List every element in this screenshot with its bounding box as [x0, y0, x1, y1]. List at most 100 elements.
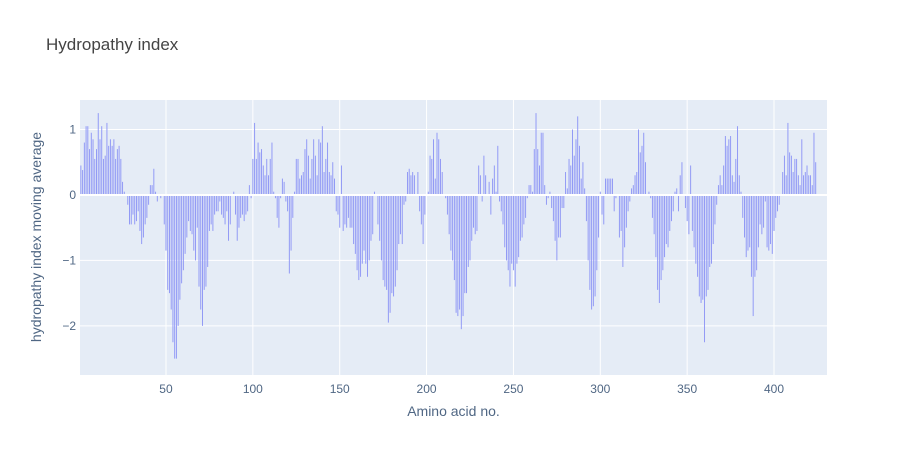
- bar: [102, 158, 104, 195]
- bar: [585, 194, 587, 222]
- bar: [335, 194, 337, 212]
- x-tick-label: 50: [159, 382, 173, 396]
- bars: [80, 113, 817, 359]
- bar: [507, 194, 509, 271]
- bar: [697, 194, 699, 277]
- chart-title: Hydropathy index: [46, 35, 179, 54]
- bar: [373, 191, 375, 195]
- bar: [441, 172, 443, 195]
- bar: [250, 194, 252, 199]
- bar: [134, 194, 136, 225]
- bar: [478, 165, 480, 195]
- bar: [759, 194, 761, 225]
- bar: [785, 175, 787, 195]
- bar: [704, 194, 706, 343]
- bar: [434, 178, 436, 195]
- bar: [80, 165, 82, 195]
- bar: [406, 172, 408, 195]
- bar: [346, 194, 348, 228]
- bar: [797, 175, 799, 195]
- bar: [101, 126, 103, 195]
- bar: [208, 194, 210, 231]
- bar: [394, 194, 396, 287]
- bar: [808, 175, 810, 195]
- bar: [714, 194, 716, 225]
- bar: [304, 149, 306, 195]
- bar: [254, 122, 256, 195]
- bar: [212, 194, 214, 231]
- bar: [233, 191, 235, 195]
- bar: [257, 142, 259, 195]
- bar: [606, 178, 608, 195]
- bar: [525, 194, 527, 218]
- bar: [676, 188, 678, 195]
- bar: [118, 145, 120, 195]
- bar: [334, 178, 335, 195]
- bar: [337, 194, 339, 215]
- bar: [577, 116, 579, 195]
- bar: [85, 126, 87, 195]
- bar: [518, 194, 520, 258]
- bar: [492, 178, 494, 195]
- bar: [273, 191, 275, 195]
- x-tick-label: 300: [590, 382, 610, 396]
- bar: [323, 172, 325, 195]
- bar: [365, 194, 367, 264]
- bar: [547, 194, 549, 199]
- bar: [384, 194, 386, 287]
- bar: [410, 175, 412, 195]
- bar: [224, 194, 226, 225]
- bar: [448, 194, 450, 235]
- bar: [695, 194, 697, 264]
- bar: [153, 168, 155, 195]
- bar: [629, 194, 631, 202]
- bar: [172, 194, 174, 343]
- bar: [372, 194, 374, 235]
- bar: [403, 194, 405, 205]
- bar: [111, 145, 113, 195]
- bar: [657, 194, 659, 290]
- bar: [181, 194, 183, 284]
- bar: [721, 185, 723, 195]
- bar: [179, 194, 181, 300]
- bar: [700, 194, 702, 303]
- bar: [130, 194, 132, 225]
- bar: [419, 194, 421, 212]
- bar: [747, 194, 749, 251]
- bar: [796, 158, 798, 195]
- bar: [500, 194, 502, 212]
- bar: [528, 185, 530, 195]
- bar: [474, 194, 476, 235]
- bar: [664, 194, 666, 258]
- y-tick-label: −2: [62, 319, 76, 333]
- bar: [132, 194, 134, 215]
- bar: [724, 136, 726, 195]
- bar: [782, 172, 784, 195]
- bar: [464, 194, 466, 294]
- bar: [236, 194, 238, 241]
- bar: [235, 194, 236, 215]
- bar: [266, 158, 268, 195]
- bar: [89, 149, 91, 195]
- bar: [217, 194, 219, 212]
- bar: [450, 194, 452, 251]
- bar: [570, 165, 572, 195]
- x-axis-title: Amino acid no.: [407, 403, 500, 419]
- bar: [247, 194, 249, 212]
- bar: [309, 178, 311, 195]
- bar: [196, 194, 198, 228]
- bar: [681, 162, 683, 195]
- bar: [314, 155, 316, 195]
- bar: [297, 158, 299, 195]
- bar: [813, 132, 815, 195]
- bar: [436, 132, 438, 195]
- bar: [188, 194, 190, 222]
- bar: [195, 194, 197, 261]
- bar: [674, 191, 676, 195]
- bar: [165, 194, 167, 251]
- bar: [156, 194, 158, 202]
- y-tick-label: 1: [69, 122, 76, 136]
- bar: [766, 194, 768, 248]
- bar: [526, 194, 528, 199]
